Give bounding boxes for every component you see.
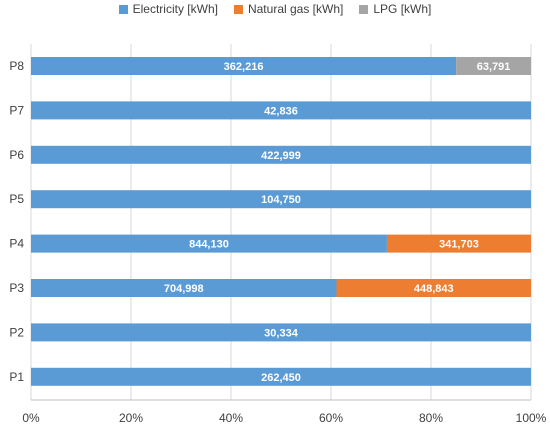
category-label: P4 — [9, 237, 24, 251]
legend-label-electricity: Electricity [kWh] — [132, 2, 218, 16]
x-tick-label: 100% — [516, 411, 547, 425]
category-label: P6 — [9, 148, 24, 162]
bars: 362,216 63,791 42,836 422,999 104,750 844,130… — [31, 57, 531, 386]
bar-segment — [31, 279, 337, 297]
category-label: P8 — [9, 59, 24, 73]
data-label: 704,998 — [164, 283, 204, 295]
data-label: 844,130 — [189, 239, 229, 251]
legend-item-lpg: LPG [kWh] — [359, 2, 431, 16]
data-label: 262,450 — [261, 372, 301, 384]
data-label: 104,750 — [261, 194, 301, 206]
bar-segment — [31, 145, 531, 164]
data-label: 448,843 — [414, 283, 454, 295]
axes: 0% 20% 40% 60% 80% 100% P8 P7 P6 P5 P4 P3 P2 P1 — [9, 59, 546, 425]
legend: Electricity [kWh] Natural gas [kWh] LPG … — [0, 0, 550, 18]
category-label: P3 — [9, 281, 24, 295]
legend-item-electricity: Electricity [kWh] — [118, 2, 218, 16]
bar-segment — [386, 234, 531, 253]
x-tick-label: 40% — [219, 411, 243, 425]
bar-segment — [456, 57, 531, 75]
data-label: 422,999 — [261, 150, 301, 162]
legend-swatch-natural-gas — [233, 4, 243, 14]
x-tick-label: 80% — [419, 411, 443, 425]
category-label: P2 — [9, 325, 24, 339]
legend-swatch-electricity — [118, 4, 128, 14]
x-tick-label: 0% — [22, 411, 40, 425]
bar-segment — [336, 279, 531, 297]
legend-item-natural-gas: Natural gas [kWh] — [233, 2, 344, 16]
bar-segment — [31, 190, 531, 209]
x-tick-label: 20% — [119, 411, 143, 425]
bar-segment — [31, 323, 531, 342]
data-label: 362,216 — [224, 61, 264, 73]
legend-swatch-lpg — [359, 4, 369, 14]
gridlines — [30, 44, 532, 400]
bar-segment — [31, 367, 531, 386]
bar-segment — [31, 101, 531, 120]
data-label: 63,791 — [477, 61, 511, 73]
bar-segment — [31, 57, 457, 75]
x-tick-label: 60% — [319, 411, 343, 425]
category-label: P5 — [9, 192, 24, 206]
category-label: P7 — [9, 103, 24, 117]
category-label: P1 — [9, 370, 24, 384]
bar-segment — [31, 234, 387, 253]
data-label: 30,334 — [264, 327, 299, 339]
data-label: 42,836 — [264, 105, 298, 117]
data-label: 341,703 — [439, 239, 479, 251]
legend-label-lpg: LPG [kWh] — [373, 2, 432, 16]
legend-label-natural-gas: Natural gas [kWh] — [247, 2, 344, 16]
